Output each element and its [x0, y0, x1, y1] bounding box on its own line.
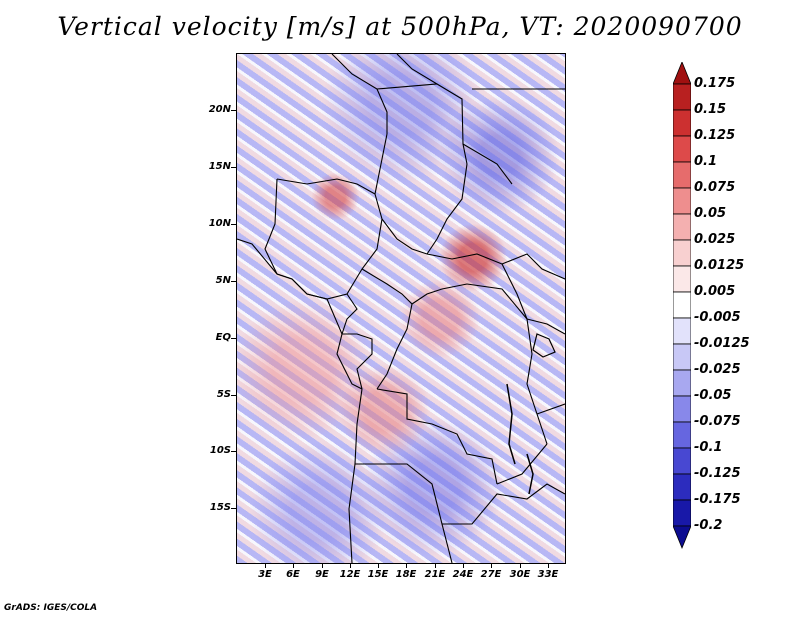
colorbar-segment [673, 317, 691, 345]
colorbar-segment [673, 343, 691, 371]
colorbar-label: -0.05 [694, 388, 732, 403]
colorbar-label: -0.075 [694, 414, 741, 429]
lat-label-5s: 5S [216, 389, 231, 400]
lon-tick [293, 563, 294, 568]
colorbar-label: 0.05 [694, 206, 727, 221]
lon-tick [520, 563, 521, 568]
colorbar-segment [673, 421, 691, 449]
colorbar-label: -0.0125 [694, 336, 750, 351]
lon-label-3e: 3E [258, 569, 272, 580]
lat-label-20n: 20N [208, 104, 231, 115]
lon-label-6e: 6E [286, 569, 300, 580]
lon-label-18e: 18E [395, 569, 417, 580]
lat-tick [231, 508, 236, 509]
colorbar-segment [673, 525, 691, 550]
colorbar-label: -0.2 [694, 518, 723, 533]
lon-label-12e: 12E [339, 569, 361, 580]
lon-tick [548, 563, 549, 568]
colorbar-segment [673, 369, 691, 397]
colorbar-segment [673, 213, 691, 241]
colorbar-segment [673, 161, 691, 189]
colorbar-segment [673, 62, 691, 85]
lat-label-15s: 15S [209, 502, 231, 513]
lat-tick [231, 395, 236, 396]
lat-label-eq: EQ [215, 332, 231, 343]
lon-label-27e: 27E [480, 569, 502, 580]
colorbar-label: 0.175 [694, 76, 736, 91]
lon-label-9e: 9E [315, 569, 329, 580]
lon-tick [491, 563, 492, 568]
lat-tick [231, 167, 236, 168]
grads-credit: GrADS: IGES/COLA [4, 603, 98, 613]
colorbar-segment [673, 395, 691, 423]
colorbar-segment [673, 83, 691, 111]
colorbar-label: -0.1 [694, 440, 723, 455]
lon-label-15e: 15E [367, 569, 389, 580]
colorbar-label: 0.025 [694, 232, 736, 247]
lon-label-33e: 33E [537, 569, 559, 580]
colorbar-label: -0.025 [694, 362, 741, 377]
colorbar-label: 0.125 [694, 128, 736, 143]
country-borders [237, 54, 565, 563]
lon-label-21e: 21E [424, 569, 446, 580]
colorbar-segment [673, 291, 691, 319]
map-title: Vertical velocity [m/s] at 500hPa, VT: 2… [57, 12, 743, 41]
colorbar-segment [673, 473, 691, 501]
colorbar-segment [673, 135, 691, 163]
colorbar-label: 0.075 [694, 180, 736, 195]
lon-label-24e: 24E [452, 569, 474, 580]
lon-tick [435, 563, 436, 568]
lat-label-10n: 10N [208, 218, 231, 229]
colorbar-segment [673, 239, 691, 267]
lat-tick [231, 224, 236, 225]
lon-tick [406, 563, 407, 568]
colorbar-segment [673, 265, 691, 293]
lat-tick [231, 451, 236, 452]
lon-tick [378, 563, 379, 568]
colorbar-segment [673, 499, 691, 527]
lon-label-30e: 30E [509, 569, 531, 580]
lat-label-15n: 15N [208, 161, 231, 172]
lat-label-5n: 5N [215, 275, 231, 286]
colorbar-label: -0.125 [694, 466, 741, 481]
colorbar-segment [673, 187, 691, 215]
colorbar-label: 0.0125 [694, 258, 745, 273]
colorbar-label: 0.15 [694, 102, 727, 117]
lat-label-10s: 10S [209, 445, 231, 456]
colorbar-label: -0.175 [694, 492, 741, 507]
colorbar-segment [673, 447, 691, 475]
colorbar-segment [673, 109, 691, 137]
lat-tick [231, 281, 236, 282]
lon-tick [463, 563, 464, 568]
lon-tick [350, 563, 351, 568]
map-plot-area [236, 53, 566, 564]
lon-tick [322, 563, 323, 568]
colorbar [673, 62, 691, 550]
colorbar-label: 0.1 [694, 154, 718, 169]
colorbar-label: -0.005 [694, 310, 741, 325]
lon-tick [265, 563, 266, 568]
lat-tick [231, 110, 236, 111]
colorbar-label: 0.005 [694, 284, 736, 299]
lat-tick [231, 338, 236, 339]
